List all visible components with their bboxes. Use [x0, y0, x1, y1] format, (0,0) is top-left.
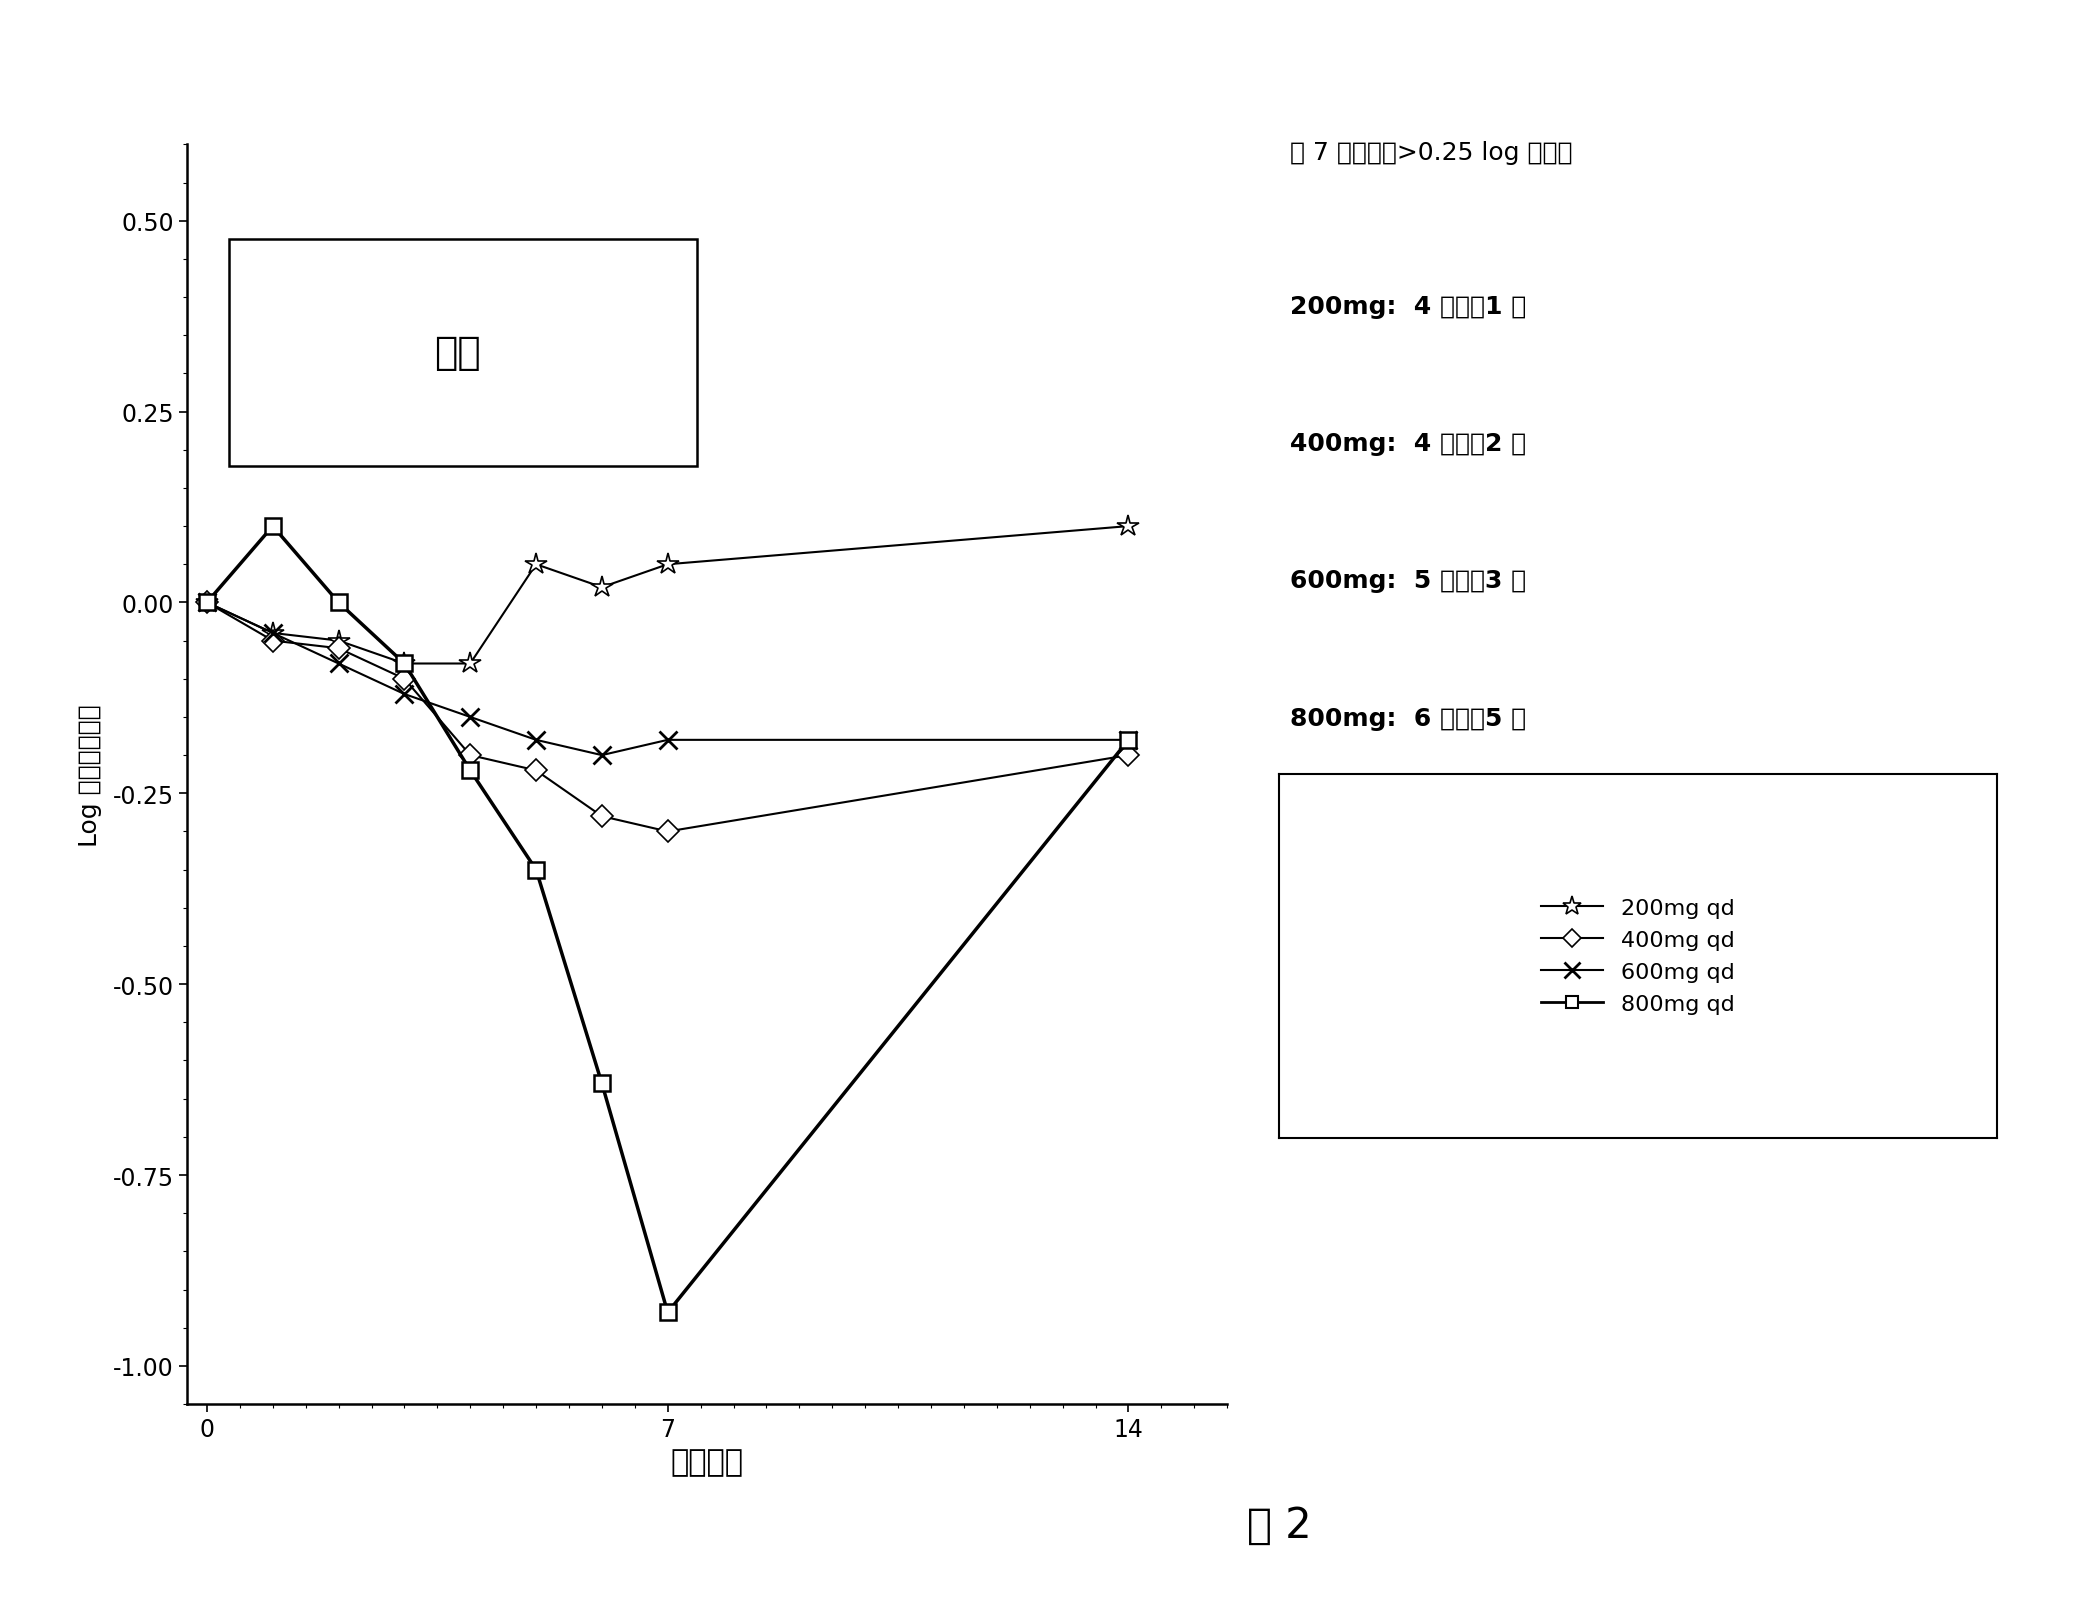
Line: 600mg qd: 600mg qd — [198, 594, 1138, 765]
800mg qd — [1117, 731, 1142, 751]
600mg qd — [193, 594, 218, 613]
Line: 200mg qd: 200mg qd — [196, 515, 1140, 675]
800mg qd — [458, 762, 483, 781]
Text: 600mg:  5 名中有3 名: 600mg: 5 名中有3 名 — [1290, 570, 1527, 592]
Text: 图 2: 图 2 — [1246, 1504, 1312, 1546]
Text: 第 7 天时下降>0.25 log 的患者: 第 7 天时下降>0.25 log 的患者 — [1290, 142, 1572, 165]
400mg qd — [524, 762, 549, 781]
FancyBboxPatch shape — [229, 239, 697, 466]
400mg qd — [589, 807, 614, 826]
200mg qd — [260, 625, 285, 644]
400mg qd — [458, 746, 483, 765]
Legend: 200mg qd, 400mg qd, 600mg qd, 800mg qd: 200mg qd, 400mg qd, 600mg qd, 800mg qd — [1533, 889, 1743, 1023]
800mg qd — [327, 594, 352, 613]
200mg qd — [524, 555, 549, 575]
200mg qd — [655, 555, 680, 575]
600mg qd — [655, 731, 680, 751]
200mg qd — [391, 654, 416, 673]
Text: 治痂: 治痂 — [435, 334, 480, 371]
Text: 200mg:  4 名中有1 名: 200mg: 4 名中有1 名 — [1290, 295, 1527, 318]
800mg qd — [655, 1302, 680, 1322]
600mg qd — [327, 654, 352, 673]
200mg qd — [458, 654, 483, 673]
200mg qd — [589, 578, 614, 597]
600mg qd — [1117, 731, 1142, 751]
400mg qd — [391, 670, 416, 689]
800mg qd — [193, 594, 218, 613]
Text: 400mg:  4 名中有2 名: 400mg: 4 名中有2 名 — [1290, 433, 1527, 455]
200mg qd — [193, 594, 218, 613]
800mg qd — [260, 516, 285, 536]
200mg qd — [327, 631, 352, 650]
Y-axis label: Log 病毒载量改变: Log 病毒载量改变 — [77, 704, 102, 846]
600mg qd — [260, 625, 285, 644]
600mg qd — [524, 731, 549, 751]
800mg qd — [589, 1073, 614, 1093]
400mg qd — [655, 822, 680, 841]
400mg qd — [327, 639, 352, 659]
400mg qd — [193, 594, 218, 613]
600mg qd — [589, 746, 614, 765]
800mg qd — [524, 860, 549, 880]
X-axis label: 研究天数: 研究天数 — [670, 1446, 745, 1475]
200mg qd — [1117, 516, 1142, 536]
800mg qd — [391, 654, 416, 673]
600mg qd — [458, 709, 483, 728]
Text: 800mg:  6 名中有5 名: 800mg: 6 名中有5 名 — [1290, 707, 1527, 730]
400mg qd — [1117, 746, 1142, 765]
600mg qd — [391, 684, 416, 704]
400mg qd — [260, 631, 285, 650]
Line: 800mg qd: 800mg qd — [200, 520, 1136, 1320]
Line: 400mg qd: 400mg qd — [200, 596, 1136, 839]
